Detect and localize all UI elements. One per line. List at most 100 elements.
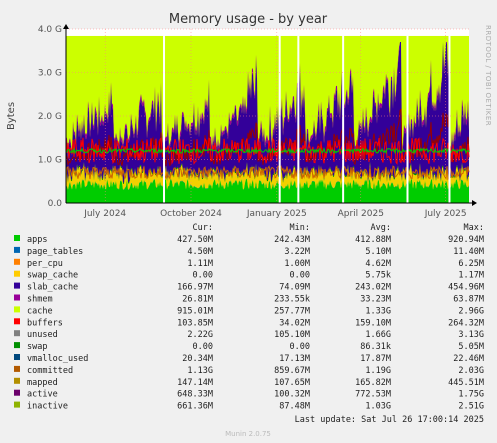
legend-max: 920.94M bbox=[448, 235, 484, 245]
munin-version: Munin 2.0.75 bbox=[225, 430, 271, 438]
legend-min: 233.55k bbox=[274, 295, 310, 305]
legend-avg: 243.02M bbox=[355, 283, 391, 293]
legend-cur: 26.81M bbox=[182, 295, 213, 305]
legend-row-committed: committed 1.13G 859.67M 1.19G 2.03G bbox=[14, 365, 484, 376]
gap-0 bbox=[163, 29, 166, 203]
legend-avg: 165.82M bbox=[355, 378, 391, 388]
legend-avg: 772.53M bbox=[355, 390, 391, 400]
legend-headers: Cur: Min: Avg: Max: bbox=[193, 223, 484, 233]
mapped-line bbox=[65, 137, 470, 165]
legend-min: 105.10M bbox=[274, 330, 310, 340]
legend-min: 257.77M bbox=[274, 306, 310, 316]
legend-row-page_tables: page_tables 4.50M 3.22M 5.10M 11.40M bbox=[14, 246, 484, 257]
legend-max: 5.05M bbox=[458, 342, 484, 352]
legend-row-slab_cache: slab_cache 166.97M 74.09M 243.02M 454.96M bbox=[14, 282, 484, 293]
legend-swatch bbox=[14, 282, 20, 289]
legend-row-unused: unused 2.22G 105.10M 1.66G 3.13G bbox=[14, 330, 484, 340]
legend-min: 17.13M bbox=[279, 354, 310, 364]
legend-swatch bbox=[14, 401, 20, 408]
rrdtool-credit: RRDTOOL / TOBI OETIKER bbox=[484, 25, 492, 126]
legend-avg: 1.19G bbox=[365, 366, 391, 376]
legend-min: 107.65M bbox=[274, 378, 310, 388]
legend-header-2: Avg: bbox=[371, 223, 391, 233]
x-tick-label-3: April 2025 bbox=[338, 209, 384, 219]
legend-cur: 103.85M bbox=[177, 318, 213, 328]
legend-swatch bbox=[14, 330, 20, 337]
legend-swatch bbox=[14, 235, 20, 241]
legend-swatch bbox=[14, 342, 20, 349]
legend-name: apps bbox=[27, 235, 47, 245]
gap-2 bbox=[297, 29, 300, 203]
legend-max: 63.87M bbox=[453, 295, 484, 305]
legend-max: 445.51M bbox=[448, 378, 484, 388]
legend-max: 2.03G bbox=[458, 366, 484, 376]
legend-min: 242.43M bbox=[274, 235, 310, 245]
stack-layer-0 bbox=[66, 179, 469, 203]
legend-min: 0.00 bbox=[290, 271, 310, 281]
legend-row-mapped: mapped 147.14M 107.65M 165.82M 445.51M bbox=[14, 377, 484, 388]
legend-min: 74.09M bbox=[279, 283, 310, 293]
legend-name: per_cpu bbox=[27, 259, 63, 269]
y-tick-label-4: 4.0 G bbox=[38, 25, 62, 35]
legend-max: 2.96G bbox=[458, 306, 484, 316]
legend-name: inactive bbox=[27, 402, 68, 412]
x-tick-label-4: July 2025 bbox=[424, 209, 467, 219]
y-tick-label-2: 2.0 G bbox=[38, 112, 62, 122]
legend-cur: 20.34M bbox=[182, 354, 213, 364]
legend-swatch bbox=[14, 258, 20, 265]
legend-min: 87.48M bbox=[279, 402, 310, 412]
x-tick-label-1: October 2024 bbox=[160, 209, 222, 219]
legend-max: 22.46M bbox=[453, 354, 484, 364]
legend-name: swap_cache bbox=[27, 271, 78, 281]
legend-avg: 4.62M bbox=[365, 259, 391, 269]
legend-avg: 5.75k bbox=[365, 271, 391, 281]
legend-name: vmalloc_used bbox=[27, 354, 88, 364]
legend-row-vmalloc_used: vmalloc_used 20.34M 17.13M 17.87M 22.46M bbox=[14, 354, 484, 364]
legend-cur: 0.00 bbox=[193, 342, 213, 352]
legend-min: 1.00M bbox=[284, 259, 310, 269]
legend-avg: 1.03G bbox=[365, 402, 391, 412]
legend-header-3: Max: bbox=[464, 223, 484, 233]
legend-cur: 427.50M bbox=[177, 235, 213, 245]
legend-cur: 648.33M bbox=[177, 390, 213, 400]
legend-min: 3.22M bbox=[284, 247, 310, 257]
legend-avg: 1.33G bbox=[365, 306, 391, 316]
legend-swatch bbox=[14, 365, 20, 372]
legend-name: mapped bbox=[27, 378, 58, 388]
legend-cur: 915.01M bbox=[177, 306, 213, 316]
y-tick-label-3: 3.0 G bbox=[38, 69, 62, 79]
legend-row-swap_cache: swap_cache 0.00 0.00 5.75k 1.17M bbox=[14, 270, 484, 281]
x-tick-label-0: July 2024 bbox=[83, 209, 126, 219]
committed-line bbox=[65, 146, 470, 155]
legend-cur: 166.97M bbox=[177, 283, 213, 293]
legend-min: 34.02M bbox=[279, 318, 310, 328]
y-tick-label-0: 0.0 bbox=[48, 199, 63, 209]
legend-swatch bbox=[14, 354, 20, 360]
legend-max: 264.32M bbox=[448, 318, 484, 328]
legend-row-swap: swap 0.00 0.00 86.31k 5.05M bbox=[14, 342, 484, 352]
legend-cur: 661.36M bbox=[177, 402, 213, 412]
legend-row-per_cpu: per_cpu 1.11M 1.00M 4.62M 6.25M bbox=[14, 258, 484, 269]
gap-4 bbox=[406, 29, 409, 203]
legend-row-inactive: inactive 661.36M 87.48M 1.03G 2.51G bbox=[14, 401, 484, 412]
legend-max: 2.51G bbox=[458, 402, 484, 412]
legend-name: swap bbox=[27, 342, 47, 352]
legend-swatch bbox=[14, 389, 20, 396]
active-line bbox=[65, 164, 470, 181]
legend-min: 0.00 bbox=[290, 342, 310, 352]
legend-swatch bbox=[14, 246, 20, 253]
stack-layer-4 bbox=[66, 42, 469, 183]
y-axis-label: Bytes bbox=[6, 102, 17, 130]
legend-max: 454.96M bbox=[448, 283, 484, 293]
legend: apps 427.50M 242.43M 412.88M 920.94Mpage_tab… bbox=[14, 235, 484, 412]
legend-cur: 0.00 bbox=[193, 271, 213, 281]
legend-name: unused bbox=[27, 330, 58, 340]
legend-avg: 33.23M bbox=[360, 295, 391, 305]
legend-name: cache bbox=[27, 306, 53, 316]
legend-max: 1.17M bbox=[458, 271, 484, 281]
y-ticks: 0.0 1.0 G 2.0 G 3.0 G 4.0 G bbox=[38, 25, 62, 209]
stack-layer-2 bbox=[66, 163, 469, 190]
legend-avg: 5.10M bbox=[365, 247, 391, 257]
legend-name: buffers bbox=[27, 318, 63, 328]
